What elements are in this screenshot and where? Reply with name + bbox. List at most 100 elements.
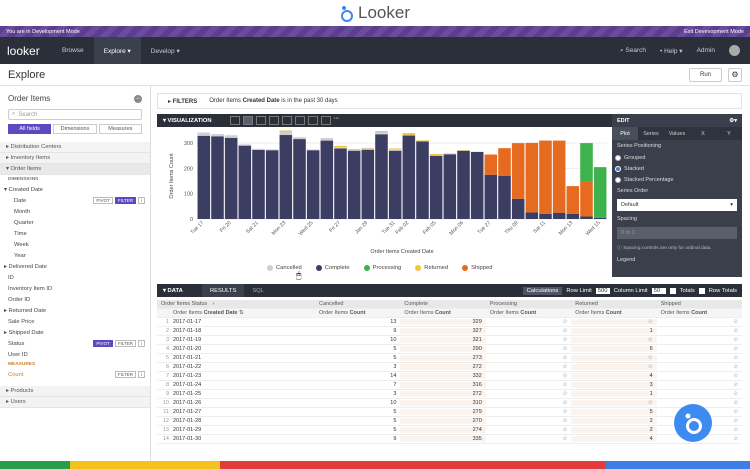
legend-item-returned[interactable]: Returned [415, 265, 448, 271]
bar-segment-shipped[interactable] [539, 140, 552, 214]
more-viz-icon[interactable]: ··· [333, 116, 340, 122]
collapse-icon[interactable]: − [134, 94, 142, 103]
view-order-items[interactable]: ▾ Order Items [0, 164, 150, 175]
bar-segment-complete[interactable] [375, 134, 388, 219]
series-order-select[interactable]: Default ▾ [617, 199, 737, 211]
bar-segment-cancelled[interactable] [224, 135, 238, 138]
field-created-quarter[interactable]: Quarter [14, 219, 34, 226]
view-distribution-centers[interactable]: ▸ Distribution Centers [0, 142, 150, 153]
field-created-date[interactable]: ▾ Created Date [4, 186, 44, 193]
option-grouped[interactable]: Grouped [612, 152, 742, 163]
row-totals-checkbox[interactable] [698, 287, 705, 294]
bar-segment-cancelled[interactable] [334, 147, 347, 149]
bar-segment-cancelled[interactable] [320, 138, 334, 141]
option-stacked-percentage[interactable]: Stacked Percentage [612, 174, 742, 185]
run-button[interactable]: Run [688, 67, 722, 82]
tab-measures[interactable]: Measures [98, 124, 142, 134]
field-order-id[interactable]: Order ID [8, 296, 31, 303]
row-limit-input[interactable]: 500 [595, 287, 610, 294]
bar-segment-cancelled[interactable] [238, 144, 252, 146]
bar-segment-complete[interactable] [511, 198, 525, 219]
looker-help-button[interactable] [674, 404, 712, 442]
bar-segment-complete[interactable] [320, 140, 334, 219]
bar-segment-returned[interactable] [279, 130, 293, 132]
bar-segment-complete[interactable] [293, 139, 306, 219]
nav-help[interactable]: • Help ▾ [660, 47, 683, 55]
filter-tag[interactable]: FILTER [114, 371, 136, 378]
bar-segment-returned[interactable] [457, 150, 470, 151]
field-created-month[interactable]: Month [14, 208, 31, 215]
tab-series[interactable]: Series [643, 130, 659, 137]
bar-segment-complete[interactable] [457, 150, 470, 219]
option-stacked[interactable]: Stacked [612, 163, 742, 174]
bar-segment-cancelled[interactable] [347, 149, 361, 151]
bar-segment-cancelled[interactable] [197, 132, 211, 136]
field-delivered-date[interactable]: ▸ Delivered Date [4, 263, 47, 270]
bar-segment-shipped[interactable] [525, 142, 539, 213]
bar-segment-complete[interactable] [484, 174, 498, 219]
bar-segment-complete[interactable] [265, 150, 279, 219]
pivot-tag[interactable]: PIVOT [93, 340, 113, 347]
bar-segment-cancelled[interactable] [402, 135, 416, 136]
bar-segment-complete[interactable] [539, 213, 552, 219]
bar-segment-cancelled[interactable] [429, 155, 443, 156]
tab-dimensions[interactable]: Dimensions [53, 124, 97, 134]
table-viz-icon[interactable] [229, 116, 240, 125]
bar-segment-complete[interactable] [388, 150, 402, 219]
tab-sql[interactable]: SQL [252, 287, 264, 294]
bar-segment-shipped[interactable] [552, 140, 566, 213]
nav-develop[interactable]: Develop ▾ [150, 47, 180, 55]
bar-segment-complete[interactable] [580, 216, 593, 219]
field-user-id[interactable]: User ID [8, 351, 28, 358]
bar-segment-returned[interactable] [388, 148, 402, 150]
filter-tag[interactable]: FILTER [114, 197, 136, 204]
column-viz-icon[interactable] [242, 116, 253, 125]
pie-viz-icon[interactable] [307, 116, 318, 125]
nav-admin[interactable]: Admin [696, 47, 715, 54]
bar-segment-processing[interactable] [593, 167, 607, 218]
bar-segment-cancelled[interactable] [293, 137, 306, 140]
bar-segment-cancelled[interactable] [375, 131, 388, 135]
measure-header[interactable]: Order Items Count [489, 310, 537, 316]
avatar[interactable] [729, 45, 740, 56]
bar-segment-complete[interactable] [525, 212, 539, 219]
bar-segment-complete[interactable] [334, 148, 347, 219]
pivot-tag[interactable]: PIVOT [93, 197, 113, 204]
legend-item-cancelled[interactable]: Cancelled [267, 265, 302, 271]
field-created-year[interactable]: Year [14, 252, 26, 259]
field-shipped-date[interactable]: ▸ Shipped Date [4, 329, 44, 336]
bar-segment-complete[interactable] [238, 145, 252, 219]
bar-segment-complete[interactable] [429, 155, 443, 219]
bar-segment-complete[interactable] [211, 136, 224, 219]
bar-segment-shipped[interactable] [566, 186, 580, 214]
column-limit-input[interactable]: 50 [651, 287, 666, 294]
bar-segment-complete[interactable] [197, 135, 211, 219]
measure-header[interactable]: Order Items Count [404, 310, 451, 316]
nav-browse[interactable]: Browse [62, 47, 84, 54]
line-viz-icon[interactable] [281, 116, 292, 125]
bar-segment-shipped[interactable] [511, 143, 525, 199]
tab-plot[interactable]: Plot [612, 127, 638, 140]
exit-dev-mode-link[interactable]: Exit Devevopment Mode [684, 28, 744, 35]
info-icon[interactable]: i [138, 197, 145, 204]
gear-icon[interactable]: ⚙▾ [729, 117, 737, 124]
measure-header[interactable]: Order Items Count [660, 310, 708, 316]
view-products[interactable]: ▸ Products [0, 386, 150, 397]
totals-checkbox[interactable] [669, 287, 676, 294]
bar-segment-cancelled[interactable] [388, 149, 402, 151]
bar-segment-returned[interactable] [402, 133, 416, 136]
measure-header[interactable]: Order Items Count [575, 310, 622, 316]
bar-segment-complete[interactable] [552, 212, 566, 219]
bar-segment-returned[interactable] [375, 130, 388, 132]
bar-segment-complete[interactable] [361, 149, 375, 219]
bar-segment-cancelled[interactable] [252, 148, 265, 150]
bar-segment-cancelled[interactable] [361, 148, 375, 150]
filters-bar[interactable]: ▸ FILTERS Order Items Created Date is in… [157, 93, 742, 109]
tab-y[interactable]: Y [727, 130, 731, 137]
field-created-date-date[interactable]: Date PIVOT FILTER i [0, 195, 150, 206]
tab-all-fields[interactable]: All fields [8, 124, 52, 134]
bar-segment-complete[interactable] [224, 137, 238, 219]
legend-item-shipped[interactable]: Shipped [462, 265, 492, 271]
spacing-input[interactable]: 0 to 1 [617, 227, 737, 239]
field-created-time[interactable]: Time [14, 230, 27, 237]
